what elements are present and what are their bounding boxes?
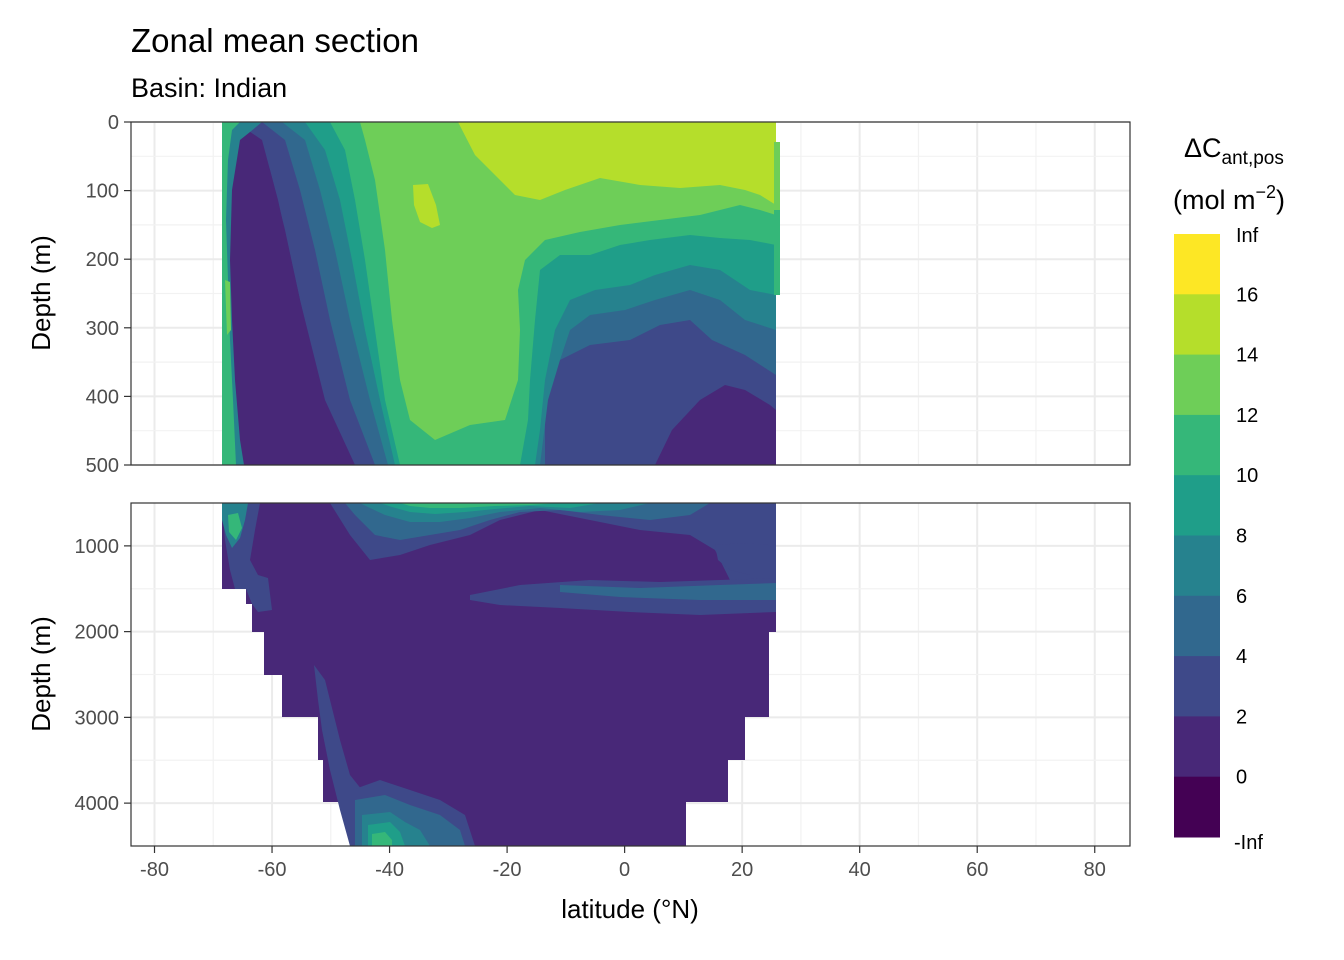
x-tick-label: -40 xyxy=(375,859,404,881)
lower-panel: 1000 2000 3000 4000 xyxy=(75,502,1131,847)
lower-panel-border xyxy=(130,502,1131,847)
x-axis: -80 -60 -40 -20 0 20 40 60 80 xyxy=(140,846,1106,881)
upper-field-east-edge-top xyxy=(774,142,780,210)
legend-label: 8 xyxy=(1236,526,1247,548)
lower-field-bottom-bands-10-12 xyxy=(372,832,392,846)
legend-keys xyxy=(1174,234,1220,838)
lower-y-tick-label: 2000 xyxy=(75,622,120,644)
legend-key xyxy=(1174,776,1220,838)
x-tick-label: 60 xyxy=(966,859,988,881)
chart-subtitle: Basin: Indian xyxy=(131,73,288,103)
lower-y-tick-label: 3000 xyxy=(75,707,120,729)
upper-panel-y-axis: 0 100 200 300 400 500 xyxy=(86,112,131,477)
upper-panel-field xyxy=(222,122,780,465)
x-tick-label: 0 xyxy=(619,859,630,881)
legend-label: 16 xyxy=(1236,284,1258,306)
x-tick-label: 40 xyxy=(849,859,871,881)
legend-label: 6 xyxy=(1236,586,1247,608)
legend-key xyxy=(1174,414,1220,476)
lower-field-slope-band xyxy=(314,665,362,846)
lower-y-tick-label: 4000 xyxy=(75,793,120,815)
legend-label: -Inf xyxy=(1234,832,1263,854)
upper-field-coastal-streak xyxy=(222,122,262,465)
legend: ΔCant,pos (mol m−2) Inf 16 14 12 10 8 6 4 2 0 -Inf xyxy=(1173,133,1285,854)
legend-units-prefix: (mol m xyxy=(1173,185,1256,215)
legend-label: 0 xyxy=(1236,767,1247,789)
upper-field-core-east xyxy=(655,385,776,465)
lower-panel-y-axis: 1000 2000 3000 4000 xyxy=(75,536,131,815)
x-tick-label: 20 xyxy=(731,859,753,881)
legend-title-sub: ant,pos xyxy=(1222,148,1284,169)
upper-field-bin-14-16 xyxy=(458,122,776,205)
legend-label: 4 xyxy=(1236,646,1247,668)
lower-field-west-bands-core xyxy=(228,513,242,540)
upper-y-tick-label: 300 xyxy=(86,318,119,340)
legend-key xyxy=(1174,595,1220,657)
legend-key xyxy=(1174,656,1220,717)
legend-key xyxy=(1174,716,1220,778)
upper-y-tick-label: 400 xyxy=(86,386,119,408)
legend-title: ΔCant,pos xyxy=(1184,133,1284,169)
x-axis-title: latitude (°N) xyxy=(561,894,699,924)
upper-field-bin-14-16-patch xyxy=(413,184,440,228)
lower-panel-field xyxy=(222,503,776,846)
y-axis-title-lower: Depth (m) xyxy=(26,616,56,732)
upper-panel: 0 100 200 300 400 500 xyxy=(86,112,1131,477)
lower-field-east-band xyxy=(715,543,776,575)
legend-units-sup: −2 xyxy=(1256,182,1277,202)
lower-y-tick-label: 1000 xyxy=(75,536,120,558)
upper-y-tick-label: 500 xyxy=(86,455,119,477)
legend-label: 12 xyxy=(1236,405,1258,427)
legend-label: 2 xyxy=(1236,706,1247,728)
legend-key xyxy=(1174,475,1220,536)
legend-label: Inf xyxy=(1236,225,1259,247)
lower-field-bin-4-6-mid xyxy=(560,583,776,600)
upper-y-tick-label: 100 xyxy=(86,181,119,203)
x-tick-label: -80 xyxy=(140,859,169,881)
legend-key xyxy=(1174,535,1220,597)
legend-units-suffix: ) xyxy=(1276,185,1285,215)
y-axis-title-upper: Depth (m) xyxy=(26,235,56,351)
upper-field-bin-12-14 xyxy=(360,122,776,440)
legend-key xyxy=(1174,234,1220,295)
upper-panel-border xyxy=(130,121,1131,466)
legend-label: 10 xyxy=(1236,465,1258,487)
upper-y-tick-label: 200 xyxy=(86,249,119,271)
upper-field-core-west xyxy=(222,138,340,465)
legend-label: 14 xyxy=(1236,345,1258,367)
x-tick-label: -60 xyxy=(258,859,287,881)
legend-labels: Inf 16 14 12 10 8 6 4 2 0 -Inf xyxy=(1234,225,1263,854)
legend-units: (mol m−2) xyxy=(1173,182,1285,215)
legend-key xyxy=(1174,354,1220,416)
upper-field-coastal-streak-bright xyxy=(225,280,231,335)
x-tick-label: 80 xyxy=(1084,859,1106,881)
lower-field-bin-10-12 xyxy=(400,503,560,508)
x-tick-label: -20 xyxy=(493,859,522,881)
legend-key xyxy=(1174,294,1220,356)
upper-y-tick-label: 0 xyxy=(108,112,119,134)
chart-title: Zonal mean section xyxy=(131,22,419,59)
legend-title-main: ΔC xyxy=(1184,133,1222,163)
upper-field-coastal-streak-inner xyxy=(222,122,240,465)
